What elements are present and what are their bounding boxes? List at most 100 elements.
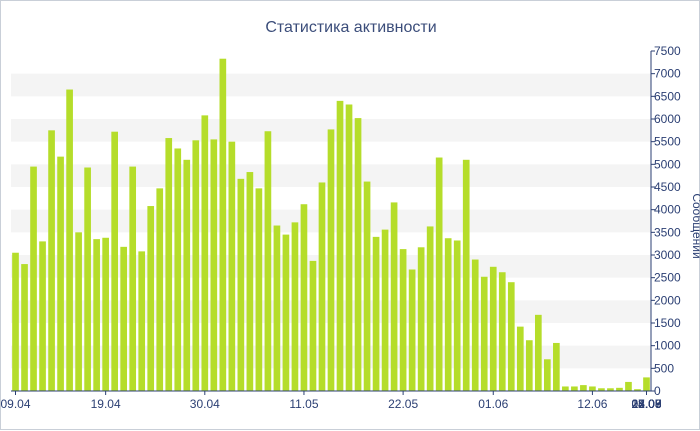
- bar: [147, 206, 155, 391]
- y-tick-label: 2500: [654, 271, 681, 285]
- bar: [589, 386, 596, 391]
- bar: [219, 58, 227, 392]
- bar: [120, 246, 128, 391]
- bar: [480, 276, 488, 391]
- bar: [102, 237, 109, 391]
- x-tick-label: 13.08: [631, 397, 661, 411]
- x-tick-label: 17.09: [631, 397, 661, 411]
- bar: [318, 182, 326, 391]
- bar: [489, 266, 497, 391]
- bar: [138, 251, 146, 391]
- bar: [625, 381, 632, 391]
- grid-band: [11, 73, 651, 97]
- chart-title: Статистика активности: [265, 19, 436, 36]
- bar: [93, 239, 100, 391]
- bar: [66, 89, 73, 391]
- bar: [426, 226, 434, 391]
- bar: [336, 100, 344, 392]
- y-tick-label: 500: [654, 361, 674, 375]
- x-tick-label: 19.04: [91, 397, 121, 411]
- bar: [417, 247, 425, 391]
- bar: [598, 388, 605, 391]
- bar: [607, 388, 614, 391]
- x-tick-label: 11.05: [289, 397, 318, 411]
- bar: [48, 130, 55, 391]
- y-tick-label: 5000: [654, 157, 681, 171]
- y-tick-label: 0: [654, 384, 661, 398]
- x-tick-label: 05.08: [631, 397, 661, 411]
- bar: [553, 342, 560, 391]
- x-tick-label: 04.07: [631, 397, 661, 411]
- y-axis-label: Сообщений: [690, 193, 700, 258]
- x-tick-label: 14.07: [631, 397, 661, 411]
- bar: [616, 387, 623, 391]
- bar: [237, 178, 245, 391]
- bar: [327, 129, 335, 391]
- y-tick-label: 7000: [654, 67, 681, 81]
- bar: [84, 167, 91, 391]
- bar: [507, 282, 515, 391]
- bar: [264, 131, 272, 392]
- axes: [11, 50, 655, 395]
- bar: [571, 386, 578, 391]
- bar: [399, 249, 407, 391]
- tick-labels: 0 500 1000 1500 2000 2500 3000 3500 4000 4500 5000…: [1, 44, 681, 411]
- x-tick-label: 09.04: [1, 397, 31, 411]
- bar: [282, 234, 290, 391]
- bar: [192, 140, 200, 391]
- bar: [435, 157, 443, 391]
- bars-group: [12, 58, 650, 392]
- bar: [534, 314, 542, 391]
- bar: [210, 139, 218, 391]
- x-tick-label: 22.08: [631, 397, 661, 411]
- bar: [12, 252, 19, 391]
- bar: [372, 236, 380, 391]
- bar: [21, 264, 28, 391]
- bar: [165, 138, 173, 391]
- bar: [354, 118, 362, 391]
- y-tick-label: 6000: [654, 112, 681, 126]
- bar: [30, 166, 37, 391]
- bar: [111, 131, 118, 391]
- x-tick-label: 30.04: [190, 397, 220, 411]
- bar: [516, 326, 524, 391]
- bar: [345, 104, 353, 392]
- x-tick-label: 01.06: [478, 397, 508, 411]
- bar: [562, 386, 569, 391]
- bar: [498, 272, 506, 391]
- bar: [544, 359, 551, 391]
- bar: [634, 389, 641, 391]
- bar: [273, 225, 281, 391]
- y-tick-label: 3000: [654, 248, 681, 262]
- y-tick-label: 4500: [654, 180, 681, 194]
- bar: [246, 172, 254, 391]
- bar: [174, 148, 182, 391]
- bar: [444, 238, 452, 391]
- y-tick-label: 7500: [654, 44, 681, 58]
- x-tick-label: 22.09: [631, 397, 661, 411]
- y-tick-label: 5500: [654, 135, 681, 149]
- bar: [300, 204, 308, 391]
- x-tick-label: 25.07: [631, 397, 661, 411]
- bar: [471, 259, 479, 391]
- bar: [453, 240, 461, 391]
- bar: [156, 188, 164, 391]
- x-tick-label: 22.05: [388, 397, 418, 411]
- bar: [390, 202, 398, 391]
- bar: [580, 385, 587, 391]
- bar: [57, 156, 64, 391]
- bar: [363, 181, 371, 391]
- y-tick-label: 6500: [654, 89, 681, 103]
- y-tick-label: 4000: [654, 203, 681, 217]
- bar: [75, 232, 82, 391]
- x-tick-label: 23.06: [631, 397, 661, 411]
- bar: [381, 229, 389, 391]
- bar: [39, 241, 46, 391]
- bar: [408, 269, 416, 391]
- bar: [201, 115, 209, 392]
- bar: [228, 141, 236, 391]
- bar: [309, 260, 317, 391]
- bar: [525, 340, 533, 391]
